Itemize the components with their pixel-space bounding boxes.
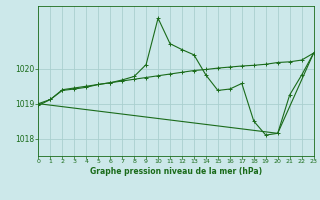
X-axis label: Graphe pression niveau de la mer (hPa): Graphe pression niveau de la mer (hPa) bbox=[90, 167, 262, 176]
